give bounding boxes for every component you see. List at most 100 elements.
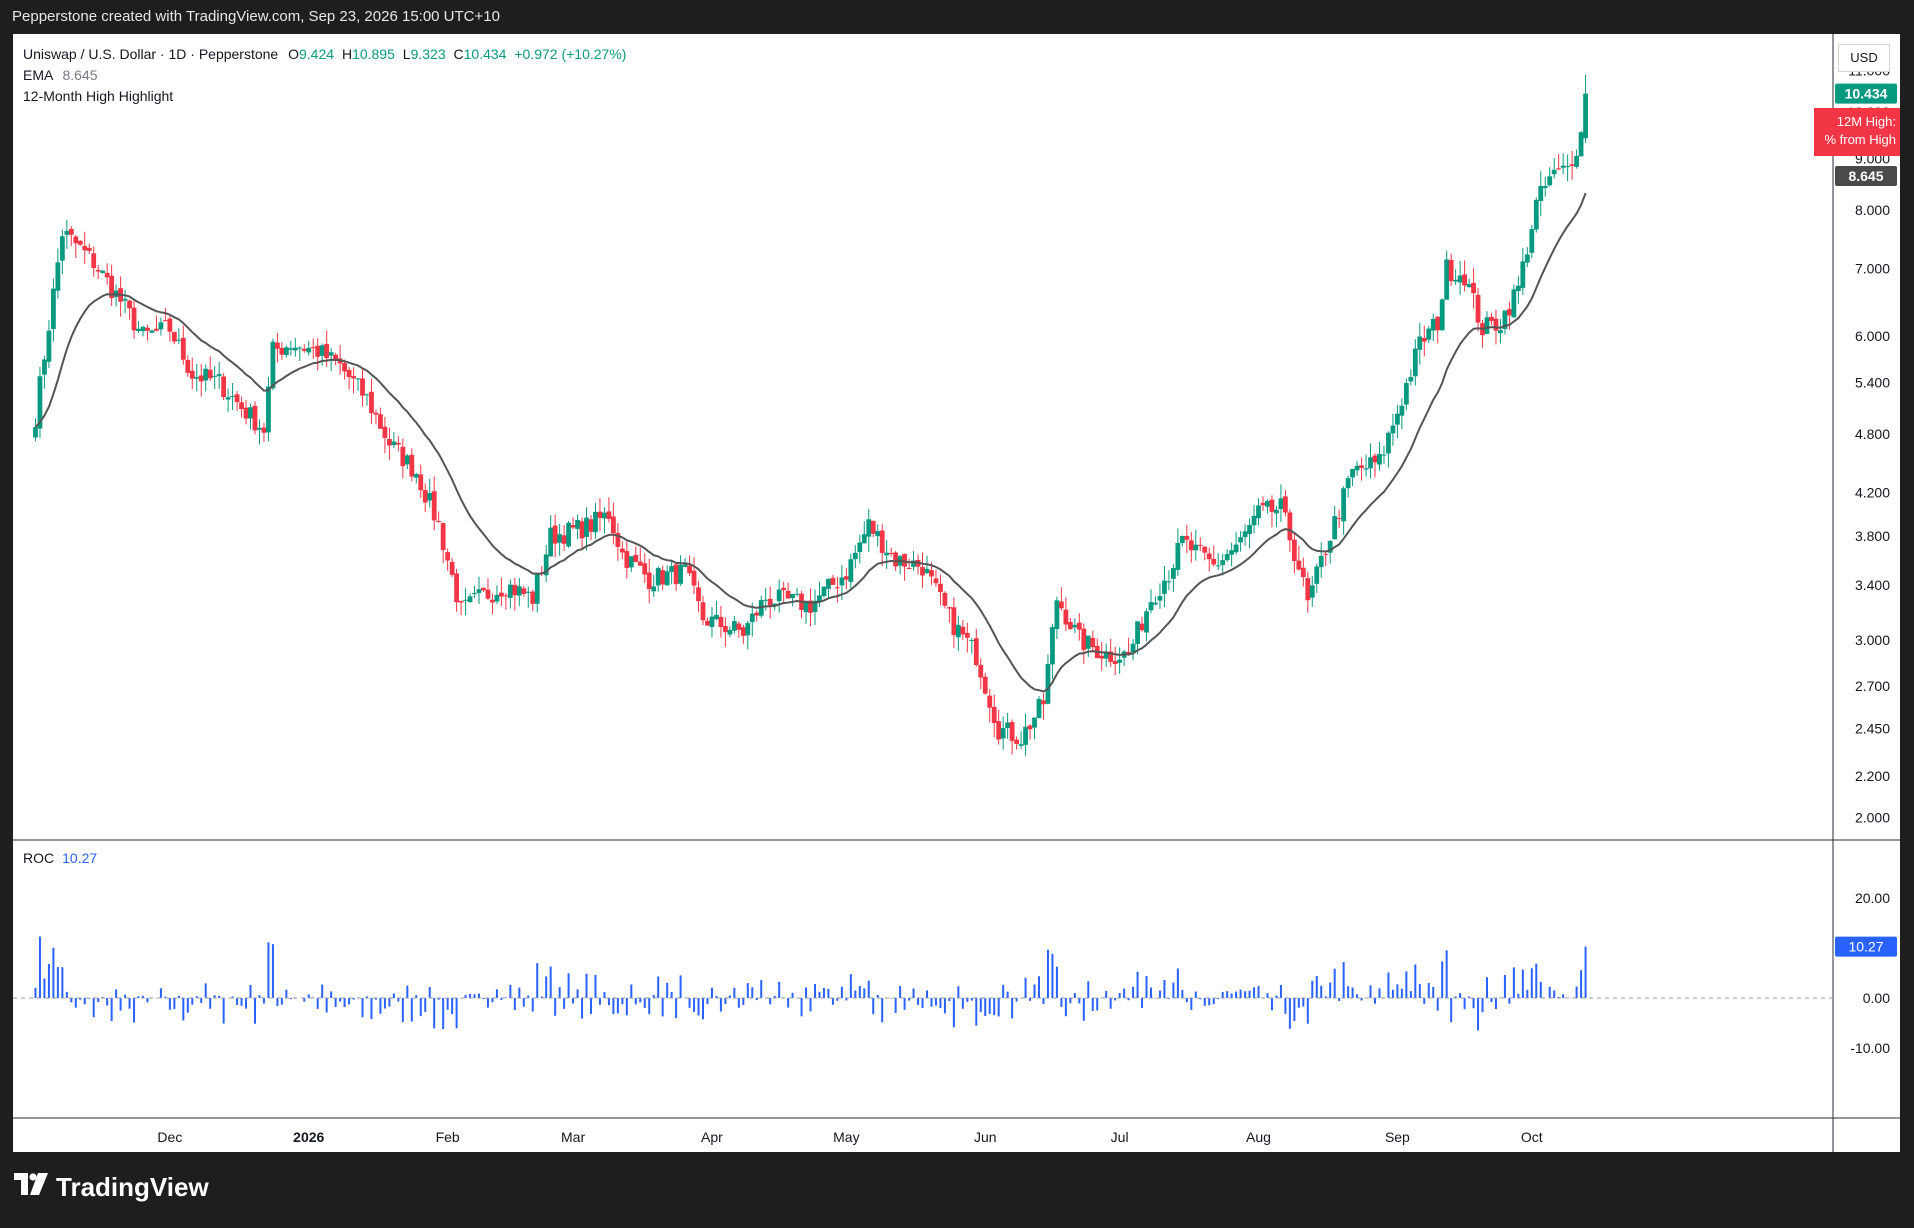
candle-body [73, 236, 79, 244]
candle-body [167, 318, 173, 332]
candle-body [472, 593, 477, 595]
candle-body [1520, 261, 1526, 288]
price-tick-label: 2.200 [1855, 768, 1890, 784]
candle-body [839, 577, 845, 586]
candle-body [292, 347, 298, 351]
candle-body [1435, 316, 1441, 331]
candle-body [59, 236, 65, 261]
candle-body [1533, 199, 1539, 230]
candle-body [696, 587, 701, 602]
candle-body [1574, 155, 1579, 167]
candle-body [194, 377, 200, 379]
roc-legend[interactable]: ROC 10.27 [23, 850, 97, 866]
candle-body [1202, 546, 1208, 553]
candle-body [628, 556, 634, 568]
candle-body [1269, 499, 1275, 512]
candle-body [1184, 535, 1190, 540]
candle-body [51, 288, 56, 330]
candle-body [77, 240, 83, 245]
price-tick-label: 4.200 [1855, 484, 1890, 500]
candle-body [1309, 585, 1315, 598]
candle-body [884, 552, 890, 556]
candle-body [852, 552, 858, 560]
candle-body [1229, 550, 1235, 555]
candle-body [584, 517, 589, 538]
candle-body [1014, 739, 1019, 744]
candle-body [185, 359, 191, 373]
candle-body [1350, 469, 1355, 478]
candle-body [1556, 168, 1562, 170]
candle-body [1050, 626, 1055, 665]
candle-body [1484, 317, 1490, 334]
candle-body [440, 523, 446, 551]
candle-body [1345, 478, 1351, 489]
candle-body [257, 427, 262, 430]
candle-body [687, 565, 692, 574]
candle-body [1126, 651, 1131, 654]
candle-body [1444, 259, 1450, 300]
candle-body [1278, 498, 1284, 510]
candle-body [306, 347, 312, 353]
candle-body [1439, 299, 1445, 331]
candle-body [561, 535, 567, 544]
candle-body [1224, 554, 1230, 561]
candle-body [920, 567, 925, 576]
candle-body [122, 298, 128, 301]
candle-body [1112, 661, 1118, 665]
candle-body [575, 519, 580, 529]
tradingview-logo[interactable]: TradingView [14, 1172, 209, 1203]
chart-credit: Pepperstone created with TradingView.com… [12, 8, 500, 25]
candle-body [566, 522, 571, 547]
candle-body [1462, 274, 1467, 286]
candle-body [507, 584, 513, 598]
candle-body [835, 587, 840, 589]
candle-body [973, 638, 979, 665]
chart-frame[interactable]: 11.00010.0009.0008.0007.0006.0005.4004.8… [13, 34, 1900, 1152]
candle-body [422, 490, 428, 503]
candle-body [866, 519, 872, 537]
candle-body [543, 554, 549, 576]
candle-body [978, 664, 984, 678]
currency-button[interactable]: USD [1838, 44, 1890, 72]
candle-body [929, 570, 934, 577]
ema-row[interactable]: EMA 8.645 [23, 65, 626, 86]
candle-body [1251, 515, 1257, 526]
candle-body [1148, 602, 1154, 611]
candle-body [279, 347, 285, 355]
candles-group [33, 74, 1588, 756]
candle-body [597, 511, 603, 518]
candle-body [552, 525, 558, 544]
indicator-row[interactable]: 12-Month High Highlight [23, 86, 626, 107]
candle-body [355, 378, 361, 380]
candle-body [830, 577, 836, 585]
candle-body [1041, 700, 1046, 705]
candle-body [740, 627, 746, 636]
chart-canvas[interactable]: 11.00010.0009.0008.0007.0006.0005.4004.8… [13, 34, 1900, 1152]
candle-body [602, 512, 607, 519]
price-tick-label: 5.400 [1855, 374, 1890, 390]
candle-body [848, 559, 854, 582]
candle-body [1256, 505, 1261, 519]
candle-body [709, 616, 715, 628]
candle-body [212, 375, 218, 377]
candle-body [1498, 330, 1503, 334]
time-tick-label: Apr [701, 1129, 723, 1145]
candle-body [1417, 336, 1423, 350]
candle-body [1507, 309, 1512, 316]
symbol-name[interactable]: Uniswap / U.S. Dollar · 1D · Pepperstone [23, 46, 279, 62]
candle-body [794, 593, 800, 595]
candle-body [1529, 229, 1535, 253]
candle-body [467, 596, 473, 603]
candle-body [351, 376, 356, 379]
candle-body [239, 402, 244, 410]
candle-body [817, 595, 822, 602]
candle-body [297, 347, 303, 349]
candle-body [207, 369, 213, 379]
candle-body [1336, 518, 1342, 520]
close-value: 10.434 [463, 46, 507, 62]
candle-body [1054, 600, 1060, 630]
candle-body [548, 527, 554, 557]
candle-body [987, 695, 993, 708]
price-tick-label: 4.800 [1855, 426, 1890, 442]
candle-body [1000, 728, 1006, 739]
